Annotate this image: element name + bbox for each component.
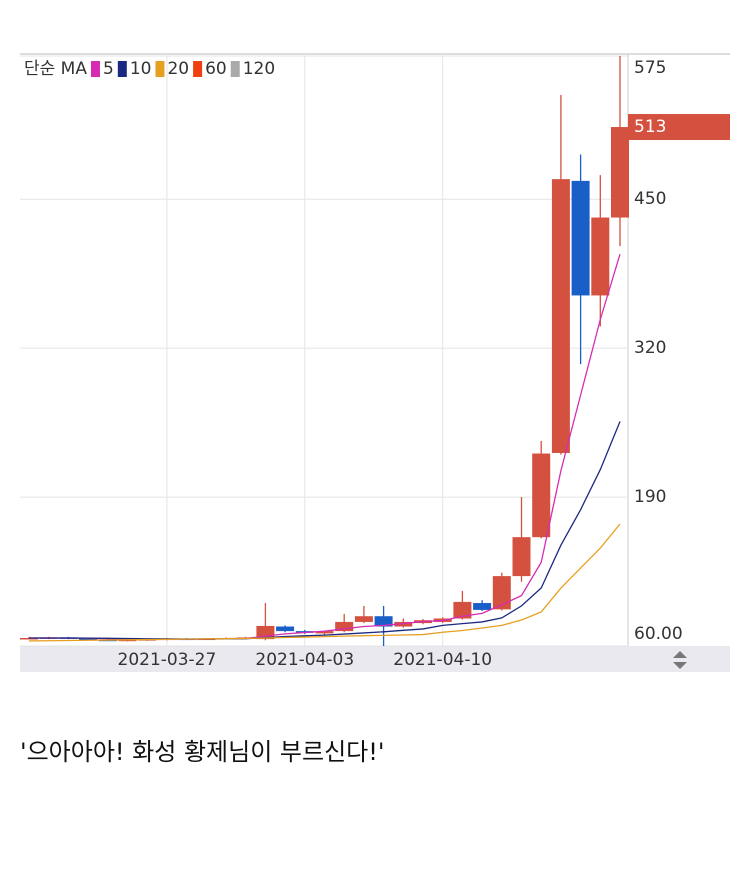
candle-body xyxy=(571,180,590,296)
candle-body xyxy=(512,537,531,577)
ma-line xyxy=(29,254,621,641)
candle-body xyxy=(473,603,492,610)
candle-body xyxy=(20,637,38,640)
candle-body xyxy=(453,601,472,619)
legend-entry: 60 xyxy=(205,59,227,79)
ma-line xyxy=(29,421,621,640)
y-tick-label: 320 xyxy=(634,338,666,358)
legend-entry: 5 xyxy=(103,59,114,79)
candle-body xyxy=(611,127,629,218)
legend-swatch xyxy=(193,61,203,77)
y-tick-label: 190 xyxy=(634,487,666,507)
legend-entry: 10 xyxy=(130,59,152,79)
legend-swatch xyxy=(117,61,127,77)
candle-body xyxy=(276,626,295,632)
x-tick-label: 2021-04-10 xyxy=(393,650,492,670)
candle-body xyxy=(79,638,98,641)
candle-body xyxy=(532,453,551,538)
y-tick-label: 450 xyxy=(634,189,666,209)
legend-swatch xyxy=(90,61,100,77)
candle-body xyxy=(354,616,373,622)
ma-line xyxy=(28,523,621,642)
legend-entry: 20 xyxy=(167,59,189,79)
x-axis-band xyxy=(20,646,730,672)
caption: '으아아아! 화성 황제님이 부르신다!' xyxy=(20,738,385,766)
last-price-label: 513 xyxy=(634,117,666,137)
candle-body xyxy=(591,217,610,296)
last-price-tag xyxy=(628,114,730,141)
legend-entry: 120 xyxy=(243,59,275,79)
legend-swatch xyxy=(155,61,165,77)
legend-swatch xyxy=(230,61,240,77)
x-tick-label: 2021-03-27 xyxy=(118,650,217,670)
candle-body xyxy=(394,621,413,627)
y-tick-label: 575 xyxy=(634,58,666,78)
scroll-icon[interactable] xyxy=(673,651,687,669)
candle-body xyxy=(315,631,334,634)
x-tick-label: 2021-04-03 xyxy=(255,650,354,670)
candle-body xyxy=(551,179,570,453)
legend-title: 단순 MA xyxy=(24,59,87,79)
candle-body xyxy=(335,621,354,632)
y-tick-label: 60.00 xyxy=(634,624,683,644)
candle-body xyxy=(492,576,511,610)
candle-body xyxy=(374,616,393,627)
